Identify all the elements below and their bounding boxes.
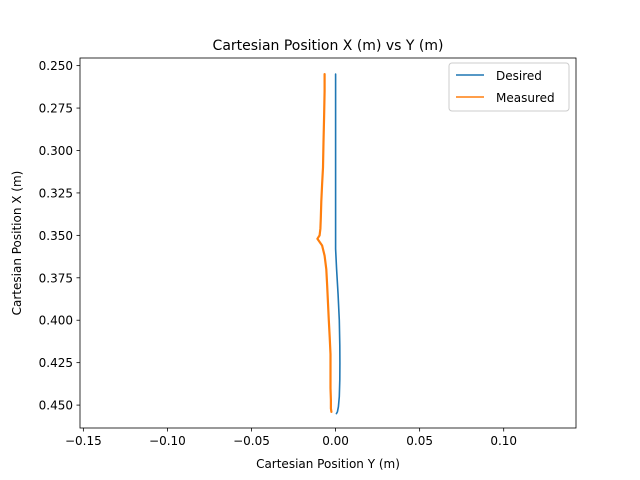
x-axis-label: Cartesian Position Y (m) bbox=[256, 457, 400, 471]
legend-label-desired: Desired bbox=[496, 69, 542, 83]
y-tick-label: 0.325 bbox=[39, 186, 73, 200]
y-axis-label: Cartesian Position X (m) bbox=[10, 171, 24, 316]
legend-label-measured: Measured bbox=[496, 91, 555, 105]
x-axis-ticks: −0.15 −0.10 −0.05 0.00 0.05 0.10 bbox=[65, 428, 517, 448]
y-tick-label: 0.400 bbox=[39, 314, 73, 328]
x-tick-label: −0.15 bbox=[65, 434, 102, 448]
legend: Desired Measured bbox=[448, 62, 570, 112]
plot-area bbox=[79, 57, 577, 429]
series-line-measured bbox=[316, 72, 333, 413]
y-tick-label: 0.375 bbox=[39, 271, 73, 285]
y-tick-label: 0.275 bbox=[39, 102, 73, 116]
x-tick-label: 0.05 bbox=[406, 434, 433, 448]
y-tick-label: 0.450 bbox=[39, 399, 73, 413]
chart-title: Cartesian Position X (m) vs Y (m) bbox=[213, 38, 444, 54]
axes-frame bbox=[79, 57, 577, 429]
x-tick-label: −0.10 bbox=[149, 434, 186, 448]
y-tick-label: 0.350 bbox=[39, 229, 73, 243]
x-tick-label: 0.00 bbox=[322, 434, 349, 448]
series-group bbox=[316, 72, 341, 415]
x-tick-label: −0.05 bbox=[233, 434, 270, 448]
y-tick-label: 0.250 bbox=[39, 59, 73, 73]
series-line-desired bbox=[334, 73, 341, 415]
y-tick-label: 0.300 bbox=[39, 144, 73, 158]
y-axis-ticks: 0.250 0.275 0.300 0.325 0.350 0.375 0.400 0.425… bbox=[39, 59, 80, 413]
x-tick-label: 0.10 bbox=[490, 434, 517, 448]
y-tick-label: 0.425 bbox=[39, 356, 73, 370]
axes-background bbox=[80, 58, 576, 428]
